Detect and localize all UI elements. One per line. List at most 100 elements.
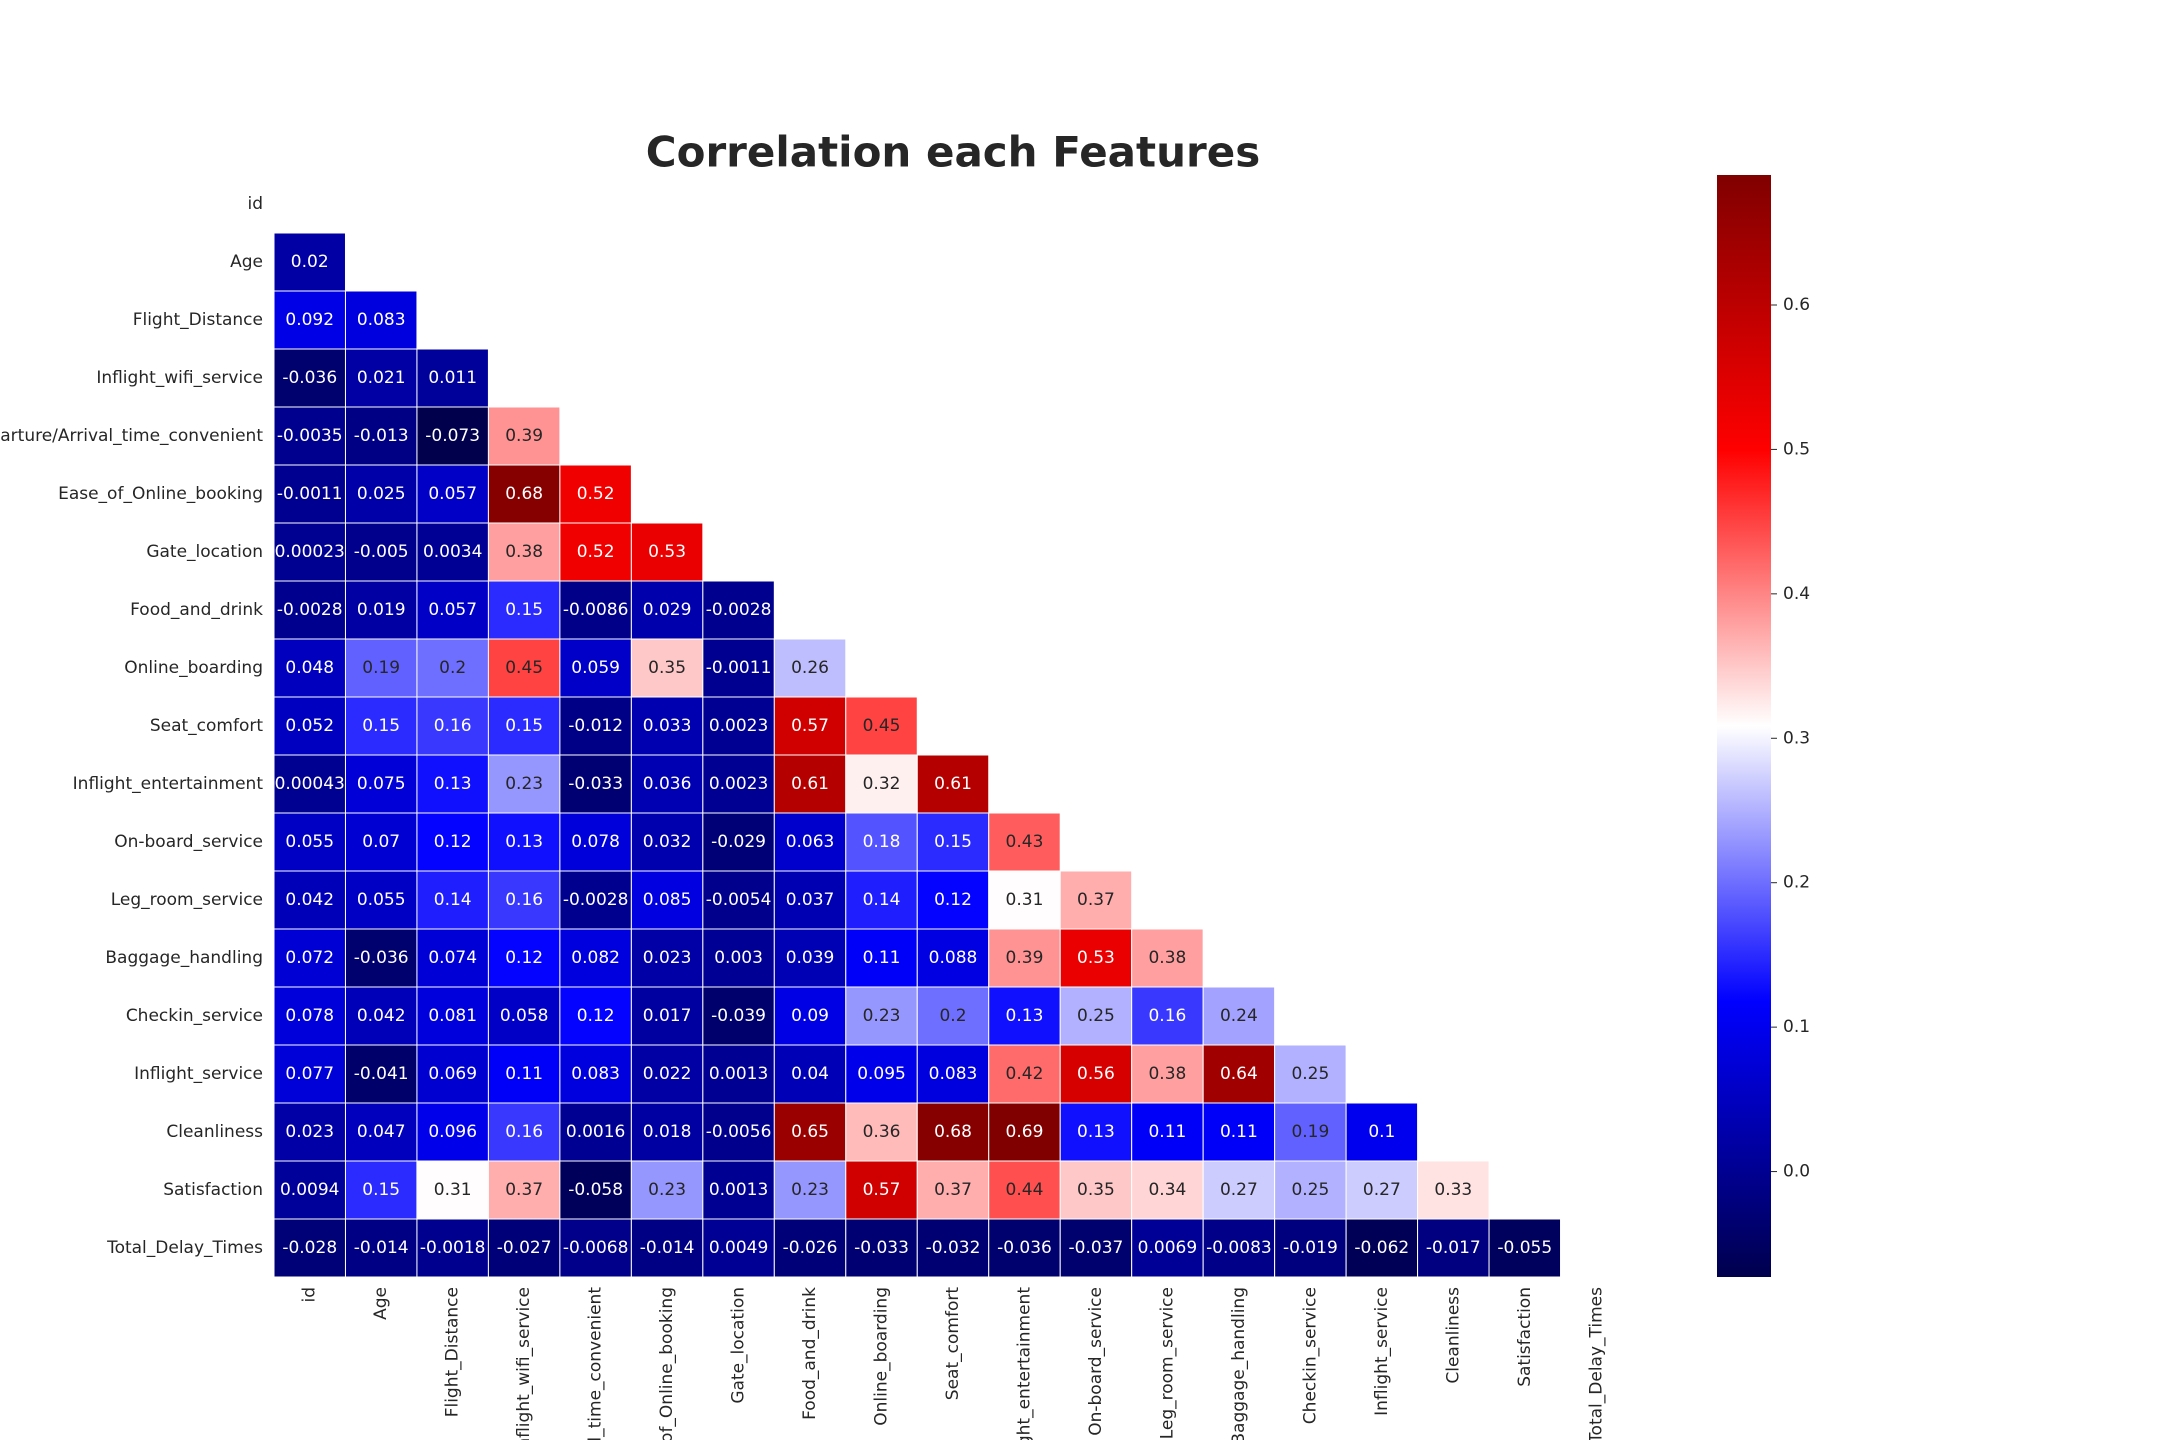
cell-label: 0.12 (434, 832, 472, 852)
cell-label: -0.027 (497, 1238, 552, 1258)
heatmap-cell (559, 754, 632, 814)
cell-label: 0.15 (362, 1180, 400, 1200)
heatmap-cell (273, 232, 346, 292)
colorbar-tick-label: 0.4 (1783, 584, 1810, 604)
heatmap-cell (630, 580, 704, 640)
heatmap-cell (773, 986, 847, 1046)
heatmap-cell (273, 870, 346, 930)
cell-label: -0.029 (711, 832, 766, 852)
cell-label: 0.13 (1006, 1006, 1044, 1026)
cell-label: 0.33 (1434, 1180, 1472, 1200)
cell-label: 0.023 (643, 948, 692, 968)
heatmap-cell (1202, 986, 1276, 1046)
heatmap-cell (487, 522, 561, 582)
cell-label: 0.44 (1006, 1180, 1044, 1200)
heatmap-cell (630, 522, 704, 582)
y-tick-label: Checkin_service (126, 1006, 263, 1026)
cell-label: -0.026 (783, 1238, 838, 1258)
y-tick-label: Gate_location (146, 542, 263, 562)
heatmap-cell (773, 1218, 847, 1278)
cell-label: 0.052 (285, 716, 334, 736)
cell-label: 0.36 (863, 1122, 901, 1142)
y-tick-label: Cleanliness (166, 1122, 263, 1142)
heatmap-cell (630, 696, 704, 756)
cell-label: 0.096 (428, 1122, 477, 1142)
cell-label: 0.003 (714, 948, 763, 968)
heatmap-cell (702, 928, 775, 988)
cell-label: 0.35 (1077, 1180, 1115, 1200)
heatmap-cell (1131, 1160, 1204, 1220)
y-tick-label: Ease_of_Online_booking (58, 484, 263, 504)
heatmap-cell (416, 348, 489, 408)
cell-label: 0.31 (434, 1180, 472, 1200)
cell-label: -0.014 (354, 1238, 409, 1258)
cell-label: 0.09 (791, 1006, 829, 1026)
x-tick-label: Gate_location (729, 1287, 749, 1404)
cell-label: 0.069 (428, 1064, 477, 1084)
heatmap-cell (487, 464, 561, 524)
cell-label: 0.32 (863, 774, 901, 794)
heatmap-cell (702, 1160, 775, 1220)
heatmap-cell (273, 1102, 346, 1162)
heatmap-cell (845, 1218, 918, 1278)
x-tick-label: Total_Delay_Times (1586, 1287, 1606, 1440)
heatmap-cell (273, 696, 346, 756)
heatmap-cell (416, 986, 489, 1046)
heatmap-cell (416, 522, 489, 582)
cell-label: 0.058 (500, 1006, 549, 1026)
cell-label: -0.039 (711, 1006, 766, 1026)
cell-label: 0.025 (357, 484, 406, 504)
cell-label: 0.15 (362, 716, 400, 736)
heatmap-cell (559, 522, 632, 582)
y-tick-label: Departure/Arrival_time_convenient (0, 426, 263, 446)
heatmap-cell (988, 928, 1061, 988)
y-tick-label: Food_and_drink (130, 600, 263, 620)
x-tick-label: Flight_Distance (443, 1287, 463, 1417)
cell-label: 0.64 (1220, 1064, 1258, 1084)
heatmap-cell (273, 928, 346, 988)
cell-label: 0.0049 (709, 1238, 768, 1258)
cell-label: -0.0028 (277, 600, 343, 620)
heatmap-cell (1274, 1160, 1347, 1220)
cell-label: 0.12 (577, 1006, 615, 1026)
colorbar-tick-label: 0.1 (1783, 1017, 1810, 1037)
x-tick-label: id (300, 1287, 320, 1303)
y-tick-label: id (247, 194, 263, 214)
cell-label: 0.57 (791, 716, 829, 736)
heatmap-cell (344, 754, 418, 814)
heatmap-cell (487, 696, 561, 756)
cell-label: 0.075 (357, 774, 406, 794)
heatmap-cell (845, 928, 918, 988)
cell-label: -0.019 (1283, 1238, 1338, 1258)
cell-label: -0.036 (354, 948, 409, 968)
cell-label: 0.036 (643, 774, 692, 794)
heatmap-cell (344, 1160, 418, 1220)
cell-label: -0.012 (568, 716, 623, 736)
heatmap-cell (273, 348, 346, 408)
cell-label: 0.048 (285, 658, 334, 678)
heatmap-cell (487, 928, 561, 988)
cell-label: 0.27 (1220, 1180, 1258, 1200)
cell-label: 0.085 (643, 890, 692, 910)
cell-label: 0.074 (428, 948, 477, 968)
cell-label: 0.31 (1006, 890, 1044, 910)
cell-label: -0.0018 (420, 1238, 486, 1258)
heatmap-cell (487, 580, 561, 640)
cell-label: 0.018 (643, 1122, 692, 1142)
cell-label: 0.45 (505, 658, 543, 678)
x-tick-label: Food_and_drink (800, 1287, 820, 1420)
cell-label: 0.2 (439, 658, 466, 678)
cell-label: 0.00043 (275, 774, 345, 794)
heatmap-cell (630, 754, 704, 814)
heatmap-cell (344, 290, 418, 350)
cell-label: 0.38 (1148, 1064, 1186, 1084)
cell-label: 0.37 (1077, 890, 1115, 910)
cell-label: 0.0016 (566, 1122, 625, 1142)
heatmap-cell (344, 696, 418, 756)
heatmap-cell (416, 638, 489, 698)
cell-label: 0.37 (505, 1180, 543, 1200)
heatmap-cell (559, 928, 632, 988)
heatmap-cell (273, 754, 346, 814)
colorbar-tick-label: 0.6 (1783, 295, 1810, 315)
